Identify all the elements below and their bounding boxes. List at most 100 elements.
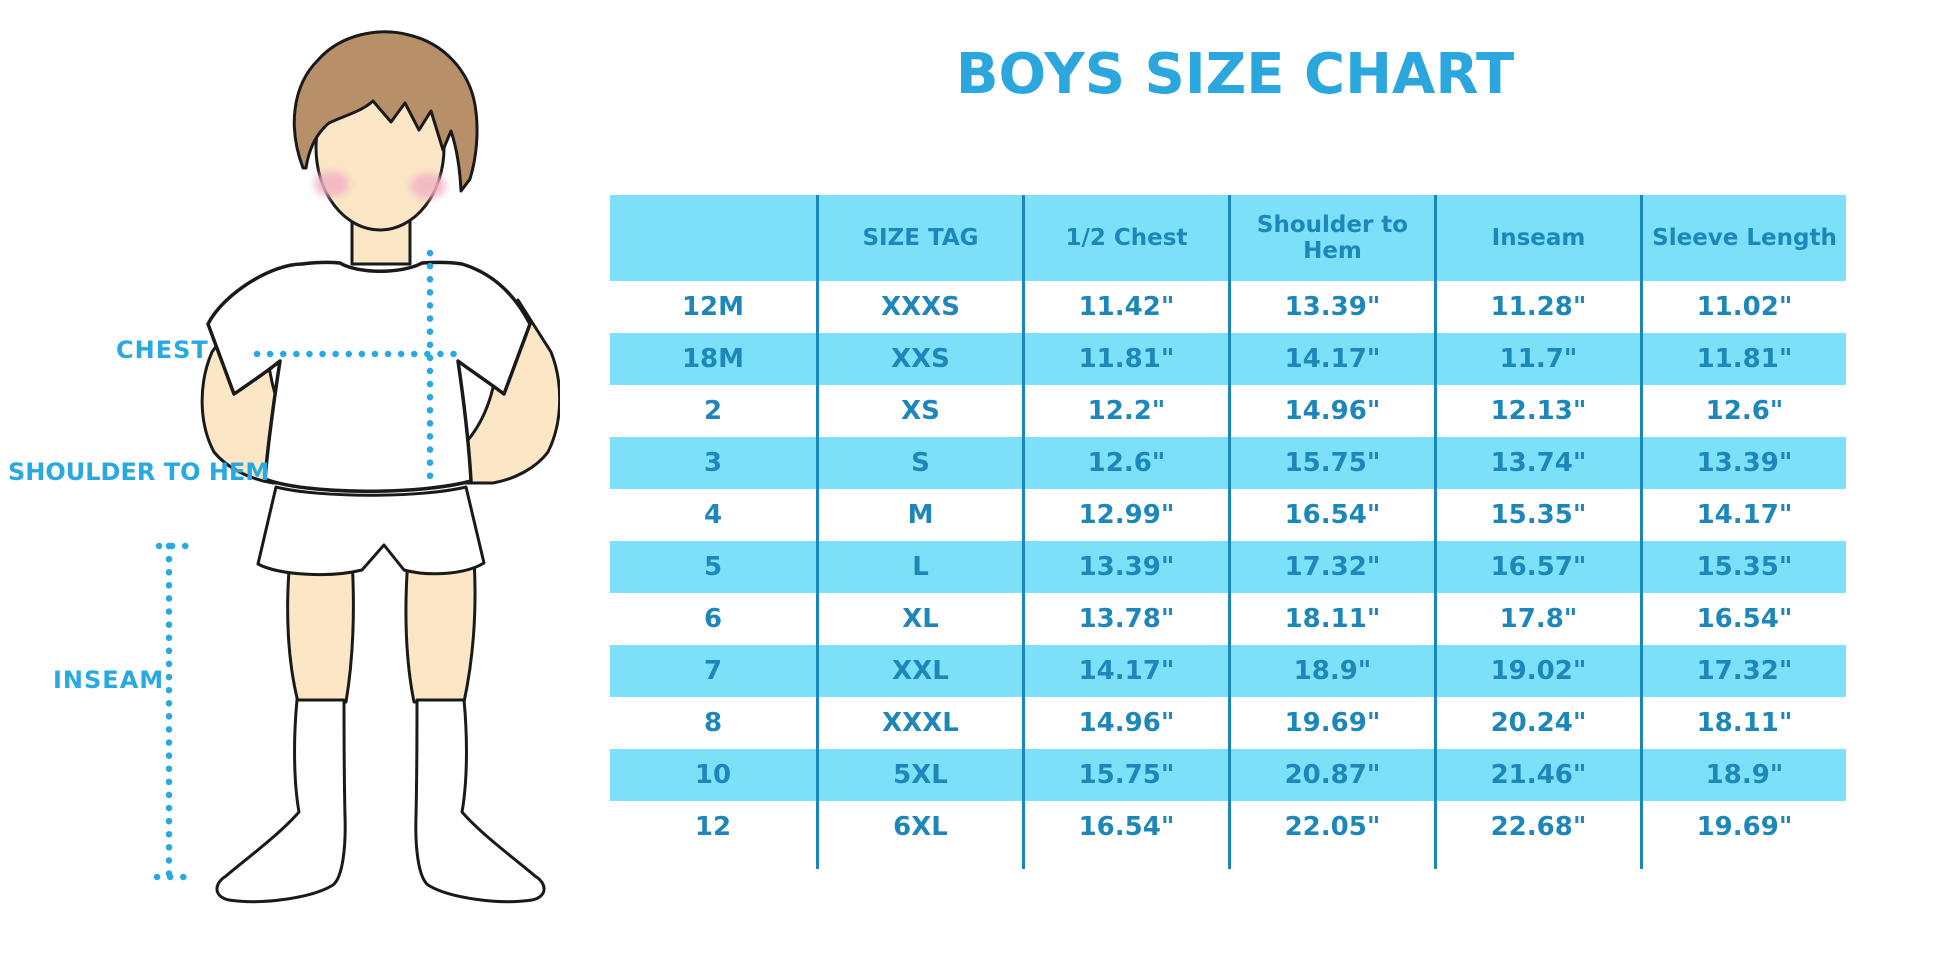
boy-right-arm [464,298,562,485]
table-cell: 2 [703,396,723,426]
spacer-cell [610,853,816,869]
table-row: 10 5XL 15.75" 20.87" 21.46" 18.9" [610,749,1846,801]
spacer-cell [1228,853,1434,869]
table-cell: 19.02" [1434,645,1640,697]
table-cell: 8 [703,708,723,738]
boy-figure-svg [153,30,562,904]
table-cell: 12.6" [1022,437,1228,489]
boy-hair [292,30,479,193]
table-cell: 12.2" [1022,385,1228,437]
boy-blush [314,171,446,199]
table-cell: 12 [694,812,732,842]
boy-shorts [256,485,486,577]
table-cell: 16.54" [1640,593,1846,645]
table-row: 6 XL 13.78" 18.11" 17.8" 16.54" [610,593,1846,645]
table-cell: 5 [703,552,723,582]
table-cell: 6 [703,604,723,634]
table-cell: XL [816,593,1022,645]
table-cell: S [816,437,1022,489]
table-header-row: SIZE TAG 1/2 Chest Shoulder to Hem Inseam Sl… [610,195,1846,281]
table-cell: XXXL [816,697,1022,749]
table-cell: 15.75" [1228,437,1434,489]
table-cell: L [816,541,1022,593]
spacer-cell [1022,853,1228,869]
boy-illustration: CHEST SHOULDER TO HEM INSEAM [0,0,562,973]
table-cell: 12.6" [1640,385,1846,437]
spacer-cell [1640,853,1846,869]
table-cell: 20.24" [1434,697,1640,749]
spacer-cell [1434,853,1640,869]
table-cell: XXS [816,333,1022,385]
table-cell: 17.8" [1434,593,1640,645]
boy-right-sock [414,698,546,904]
spacer-cell [816,853,1022,869]
table-cell: 15.35" [1434,489,1640,541]
table-cell: 5XL [816,749,1022,801]
table-border-extension [610,853,1846,869]
table-cell: 11.7" [1434,333,1640,385]
table-cell: 11.81" [1022,333,1228,385]
label-chest: CHEST [116,336,209,364]
table-cell: 16.57" [1434,541,1640,593]
boy-left-leg [286,556,355,704]
table-row: 4 M 12.99" 16.54" 15.35" 14.17" [610,489,1846,541]
table-cell: 22.05" [1228,801,1434,853]
header-cell: Inseam [1434,195,1640,281]
table-cell: 15.75" [1022,749,1228,801]
table-cell: 13.39" [1228,281,1434,333]
table-cell: 18.11" [1640,697,1846,749]
header-cell: 1/2 Chest [1022,195,1228,281]
table-cell: 17.32" [1228,541,1434,593]
table-cell: 12.99" [1022,489,1228,541]
table-cell: 21.46" [1434,749,1640,801]
table-cell: 17.32" [1640,645,1846,697]
table-cell: 10 [694,760,732,790]
table-cell: 12.13" [1434,385,1640,437]
table-cell: 16.54" [1228,489,1434,541]
table-cell: 22.68" [1434,801,1640,853]
header-cell: Sleeve Length [1640,195,1846,281]
table-cell: 14.96" [1022,697,1228,749]
table-cell: 13.39" [1640,437,1846,489]
table-cell: XXXS [816,281,1022,333]
table-cell: 14.96" [1228,385,1434,437]
page-title: BOYS SIZE CHART [955,42,1515,107]
table-cell: 13.78" [1022,593,1228,645]
inseam-measure-line [153,542,194,881]
header-cell [610,195,816,281]
table-cell: 20.87" [1228,749,1434,801]
table-cell: 19.69" [1640,801,1846,853]
size-table: SIZE TAG 1/2 Chest Shoulder to Hem Inseam Sl… [610,195,1846,869]
header-cell: SIZE TAG [816,195,1022,281]
table-cell: 12M [681,292,745,322]
boy-right-leg [404,556,477,704]
table-row: 5 L 13.39" 17.32" 16.57" 15.35" [610,541,1846,593]
table-cell: 18.11" [1228,593,1434,645]
table-row: 18M XXS 11.81" 14.17" 11.7" 11.81" [610,333,1846,385]
table-cell: 18.9" [1228,645,1434,697]
label-shoulder-to-hem: SHOULDER TO HEM [8,458,270,486]
table-cell: 11.81" [1640,333,1846,385]
table-cell: 14.17" [1228,333,1434,385]
table-cell: 11.28" [1434,281,1640,333]
table-cell: 14.17" [1022,645,1228,697]
table-cell: 18.9" [1640,749,1846,801]
table-cell: XXL [816,645,1022,697]
table-cell: 15.35" [1640,541,1846,593]
table-cell: 11.42" [1022,281,1228,333]
table-cell: 6XL [816,801,1022,853]
table-cell: 13.39" [1022,541,1228,593]
header-cell: Shoulder to Hem [1228,195,1434,281]
table-cell: 16.54" [1022,801,1228,853]
table-cell: 7 [703,656,723,686]
table-row: 12M XXXS 11.42" 13.39" 11.28" 11.02" [610,281,1846,333]
table-cell: 3 [703,448,723,478]
table-row: 7 XXL 14.17" 18.9" 19.02" 17.32" [610,645,1846,697]
table-cell: XS [816,385,1022,437]
table-cell: 4 [703,500,723,530]
table-cell: 18M [681,344,745,374]
table-cell: M [816,489,1022,541]
label-inseam: INSEAM [53,666,165,694]
table-row: 2 XS 12.2" 14.96" 12.13" 12.6" [610,385,1846,437]
